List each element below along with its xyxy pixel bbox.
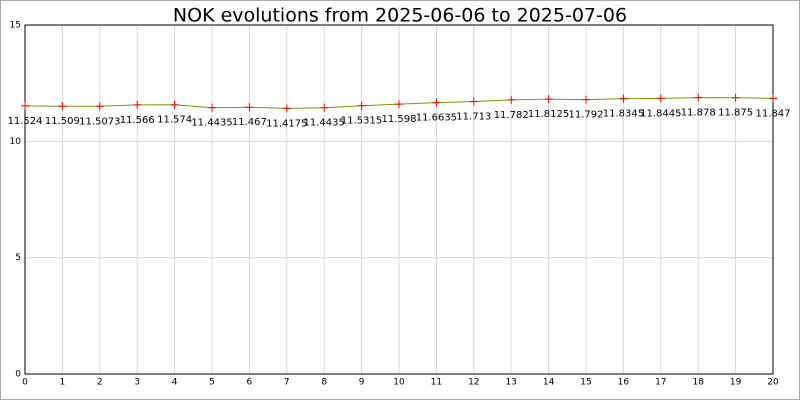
x-tick-label: 19 (730, 378, 742, 388)
point-marker (208, 103, 216, 112)
x-tick-label: 10 (393, 378, 405, 388)
plot-frame (24, 24, 774, 375)
value-label: 11.4435 (304, 118, 345, 129)
point-marker (245, 103, 254, 112)
value-label: 11.467 (232, 117, 267, 128)
point-marker (731, 93, 740, 102)
point-marker (544, 95, 553, 104)
value-label: 11.566 (120, 115, 155, 126)
point-marker (58, 102, 67, 111)
x-tick-label: 6 (247, 378, 253, 388)
value-label: 11.792 (569, 110, 604, 121)
x-tick-label: 4 (172, 378, 178, 388)
value-label: 11.524 (8, 116, 43, 127)
x-tick-label: 2 (97, 378, 103, 388)
point-marker (95, 102, 104, 111)
value-label: 11.6635 (416, 113, 457, 124)
point-marker (133, 100, 142, 109)
x-tick-label: 12 (468, 378, 479, 388)
x-tick-label: 14 (543, 378, 555, 388)
value-label: 11.713 (456, 111, 491, 122)
y-tick-label: 10 (10, 137, 22, 147)
x-tick-label: 17 (655, 378, 666, 388)
point-marker (619, 94, 628, 103)
point-marker (469, 97, 478, 106)
x-tick-label: 15 (580, 378, 591, 388)
value-label: 11.598 (382, 114, 417, 125)
y-tick-label: 0 (15, 370, 21, 380)
y-tick-label: 15 (10, 21, 21, 31)
point-marker (357, 101, 366, 110)
x-tick-label: 20 (767, 378, 779, 388)
x-tick-label: 5 (209, 378, 215, 388)
x-tick-label: 3 (134, 378, 140, 388)
x-tick-label: 7 (284, 378, 290, 388)
x-tick-label: 1 (60, 378, 66, 388)
point-marker (656, 94, 665, 103)
value-label: 11.509 (45, 116, 80, 127)
point-marker (21, 101, 29, 110)
x-tick-label: 16 (618, 378, 630, 388)
value-label: 11.8125 (528, 109, 569, 120)
point-marker (170, 100, 179, 109)
value-label: 11.878 (681, 108, 716, 119)
value-label: 11.782 (494, 110, 529, 121)
value-label: 11.4175 (266, 118, 307, 129)
point-marker (395, 100, 403, 109)
value-label: 11.4435 (191, 118, 232, 129)
point-marker (282, 104, 291, 113)
value-label: 11.875 (718, 108, 753, 119)
chart-title: NOK evolutions from 2025-06-06 to 2025-0… (173, 5, 627, 27)
point-marker (320, 103, 329, 112)
x-tick-label: 8 (321, 378, 327, 388)
value-label: 11.5315 (341, 116, 382, 127)
y-tick-label: 5 (15, 253, 21, 263)
x-tick-label: 11 (431, 378, 442, 388)
point-marker (582, 95, 590, 104)
value-label: 11.8345 (603, 109, 644, 120)
value-label: 11.8445 (640, 108, 681, 119)
value-label: 11.574 (157, 115, 192, 126)
x-tick-label: 13 (505, 378, 516, 388)
x-tick-label: 18 (692, 378, 704, 388)
point-marker (694, 93, 703, 102)
value-label: 11.5073 (79, 116, 120, 127)
value-label: 11.847 (756, 108, 791, 119)
point-marker (507, 95, 516, 104)
point-marker (769, 94, 777, 103)
point-marker (432, 98, 441, 107)
x-tick-label: 0 (22, 378, 28, 388)
x-tick-label: 9 (359, 378, 365, 388)
